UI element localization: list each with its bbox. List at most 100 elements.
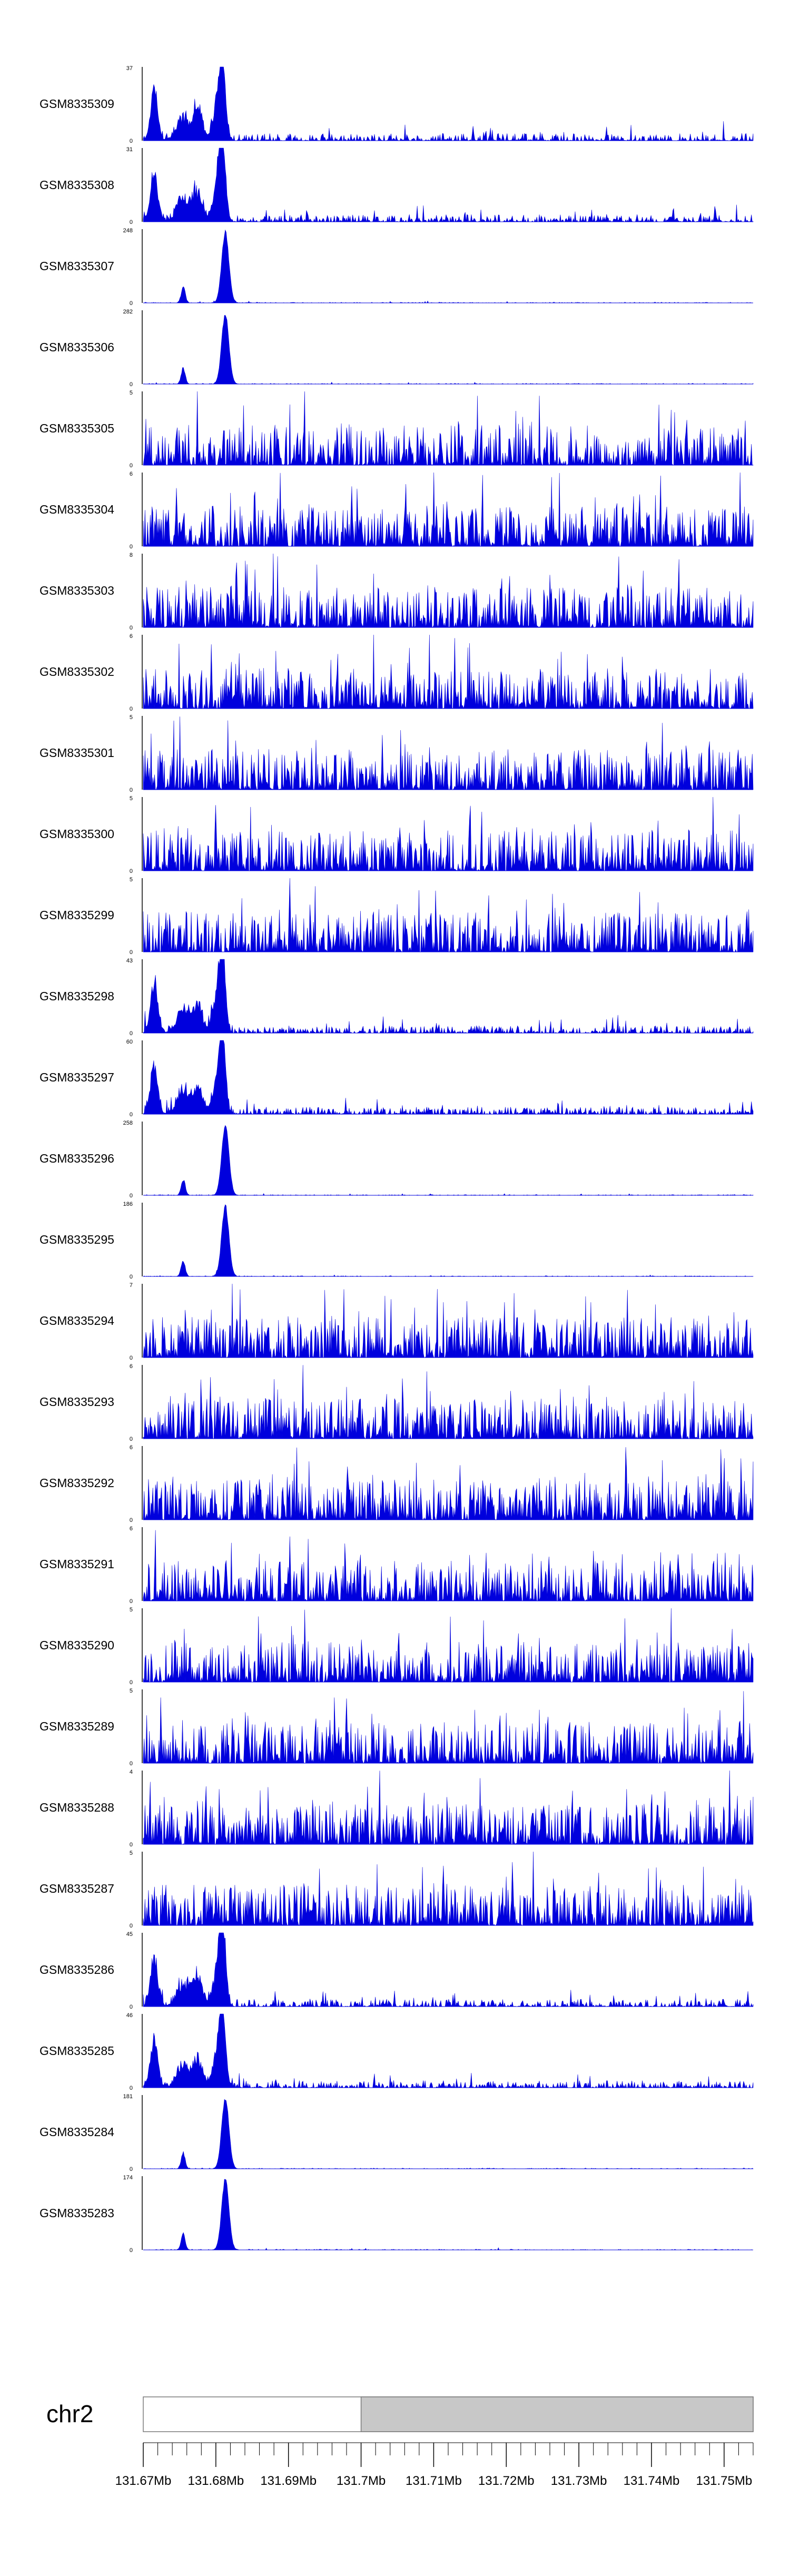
- track-GSM8335300: GSM8335300 5 0: [39, 795, 754, 874]
- track-min-label: 0: [130, 1193, 133, 1199]
- track-label: GSM8335297: [39, 1070, 114, 1084]
- track-min-label: 0: [130, 544, 133, 550]
- track-label: GSM8335305: [39, 421, 114, 435]
- track-label: GSM8335284: [39, 2125, 114, 2139]
- coverage-area: [142, 1204, 754, 1277]
- track-GSM8335290: GSM8335290 5 0: [39, 1607, 754, 1686]
- track-GSM8335286: GSM8335286 45 0: [39, 1931, 754, 2010]
- track-GSM8335302: GSM8335302 6 0: [39, 633, 754, 712]
- coverage-area: [143, 797, 754, 872]
- track-label: GSM8335283: [39, 2206, 114, 2220]
- coverage-area: [143, 1365, 754, 1440]
- track-GSM8335285: GSM8335285 46 0: [39, 2012, 754, 2091]
- track-max-label: 5: [130, 795, 133, 802]
- coverage-area: [143, 2013, 754, 2089]
- track-max-label: 4: [130, 1769, 133, 1775]
- track-label: GSM8335306: [39, 340, 114, 354]
- track-min-label: 0: [130, 381, 133, 388]
- track-max-label: 6: [130, 633, 133, 640]
- track-min-label: 0: [130, 949, 133, 956]
- track-max-label: 258: [123, 1120, 133, 1126]
- track-max-label: 31: [126, 146, 133, 153]
- track-min-label: 0: [130, 1842, 133, 1848]
- coverage-area: [143, 1125, 754, 1196]
- track-GSM8335308: GSM8335308 31 0: [39, 146, 754, 225]
- track-GSM8335303: GSM8335303 8 0: [39, 552, 754, 631]
- coverage-area: [143, 634, 754, 710]
- track-GSM8335291: GSM8335291 6 0: [39, 1526, 754, 1605]
- genome-axis: chr2 131.67Mb 131.68Mb 131.69Mb 131.7Mb 131.7…: [46, 2396, 754, 2488]
- x-tick-label: 131.74Mb: [624, 2474, 680, 2488]
- coverage-area: [143, 472, 754, 547]
- track-GSM8335289: GSM8335289 5 0: [39, 1688, 754, 1767]
- coverage-area: [143, 1932, 754, 2008]
- track-label: GSM8335300: [39, 827, 114, 841]
- track-min-label: 0: [130, 2166, 133, 2172]
- track-min-label: 0: [130, 219, 133, 225]
- track-label: GSM8335302: [39, 665, 114, 679]
- coverage-area: [143, 553, 754, 628]
- track-max-label: 7: [130, 1282, 133, 1289]
- coverage-area: [143, 1530, 754, 1602]
- track-min-label: 0: [130, 868, 133, 874]
- track-min-label: 0: [130, 1761, 133, 1767]
- coverage-area: [143, 229, 753, 303]
- track-min-label: 0: [130, 2247, 133, 2254]
- track-label: GSM8335289: [39, 1719, 114, 1733]
- track-max-label: 45: [126, 1931, 133, 1938]
- coverage-area: [143, 1691, 754, 1764]
- track-max-label: 6: [130, 1444, 133, 1451]
- coverage-area: [143, 1851, 754, 1926]
- track-GSM8335305: GSM8335305 5 0: [39, 390, 754, 469]
- coverage-area: [143, 66, 754, 142]
- track-min-label: 0: [130, 625, 133, 631]
- track-max-label: 174: [123, 2175, 133, 2181]
- coverage-area: [143, 2179, 753, 2250]
- x-tick-label: 131.72Mb: [478, 2474, 535, 2488]
- track-GSM8335295: GSM8335295 186 0: [39, 1201, 754, 1280]
- track-GSM8335304: GSM8335304 6 0: [39, 471, 754, 550]
- track-label: GSM8335293: [39, 1395, 114, 1409]
- track-GSM8335298: GSM8335298 43 0: [39, 958, 754, 1037]
- track-GSM8335294: GSM8335294 7 0: [39, 1282, 754, 1361]
- coverage-area: [143, 148, 754, 223]
- track-GSM8335284: GSM8335284 181 0: [39, 2093, 754, 2172]
- track-label: GSM8335299: [39, 908, 114, 922]
- coverage-area: [143, 1040, 754, 1115]
- track-max-label: 282: [123, 309, 133, 315]
- track-max-label: 5: [130, 1688, 133, 1694]
- x-tick-label: 131.67Mb: [115, 2474, 172, 2488]
- track-min-label: 0: [130, 1355, 133, 1361]
- track-min-label: 0: [130, 1030, 133, 1037]
- track-min-label: 0: [130, 1517, 133, 1523]
- track-max-label: 6: [130, 471, 133, 477]
- track-GSM8335292: GSM8335292 6 0: [39, 1444, 754, 1523]
- track-min-label: 0: [130, 706, 133, 712]
- track-min-label: 0: [130, 138, 133, 144]
- track-label: GSM8335296: [39, 1152, 114, 1165]
- track-label: GSM8335298: [39, 989, 114, 1003]
- x-tick-label: 131.68Mb: [187, 2474, 244, 2488]
- track-max-label: 6: [130, 1363, 133, 1370]
- track-min-label: 0: [130, 787, 133, 793]
- track-label: GSM8335292: [39, 1476, 114, 1490]
- track-label: GSM8335294: [39, 1314, 114, 1328]
- track-GSM8335287: GSM8335287 5 0: [39, 1850, 754, 1929]
- track-min-label: 0: [130, 2004, 133, 2010]
- track-GSM8335297: GSM8335297 60 0: [39, 1039, 754, 1118]
- x-tick-label: 131.71Mb: [406, 2474, 462, 2488]
- chromosome-region-highlight: [360, 2396, 754, 2432]
- track-max-label: 37: [126, 65, 133, 72]
- track-min-label: 0: [130, 1923, 133, 1929]
- track-max-label: 60: [126, 1039, 133, 1045]
- track-GSM8335309: GSM8335309 37 0: [39, 65, 754, 144]
- track-GSM8335307: GSM8335307 248 0: [39, 228, 753, 307]
- track-max-label: 5: [130, 714, 133, 721]
- track-label: GSM8335288: [39, 1801, 114, 1814]
- track-min-label: 0: [130, 1679, 133, 1686]
- coverage-area: [143, 1608, 754, 1683]
- track-label: GSM8335287: [39, 1882, 114, 1895]
- track-max-label: 43: [126, 958, 133, 964]
